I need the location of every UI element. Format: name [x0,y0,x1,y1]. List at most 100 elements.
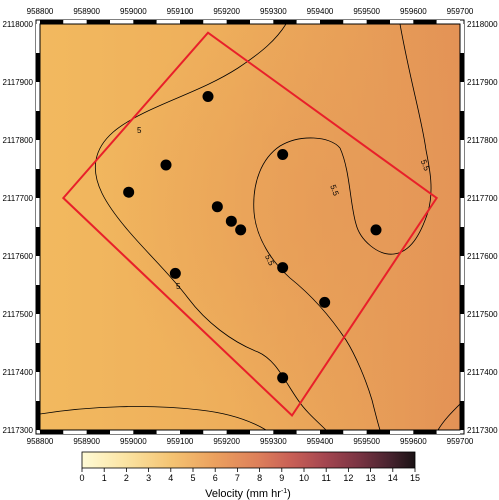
frame-segment-top [366,20,390,24]
frame-segment-left [36,82,40,111]
frame-segment-top [180,20,204,24]
y-tick-label-right: 2117800 [467,136,498,145]
frame-segment-right [460,53,464,82]
measurement-point-1 [202,91,214,102]
y-tick-label-left: 2117900 [2,78,33,87]
x-tick-label-bottom: 959700 [447,437,474,446]
frame-segment-top [343,20,367,24]
y-tick-label-left: 2117800 [2,136,33,145]
x-tick-label-bottom: 958900 [73,437,100,446]
colorbar-tick-label: 4 [168,473,173,483]
x-tick-label-bottom: 959100 [167,437,194,446]
measurement-point-5 [211,201,223,213]
contour-label-5-upper: 5 [137,126,142,135]
measurement-point-3 [123,186,135,198]
frame-segment-right [460,401,464,430]
colorbar-tick-label: 14 [388,473,398,483]
y-axis-right: 2117300 2117400 2117500 2117600 2117700 21178… [467,20,498,435]
frame-segment-left [36,198,40,227]
colorbar-tick-label: 10 [299,473,309,483]
velocity-field-shading [40,24,460,430]
x-tick-label-top: 959600 [400,7,427,16]
x-tick-label-top: 958900 [73,7,100,16]
x-tick-label-bottom: 959400 [307,437,334,446]
y-tick-label-left: 2117500 [2,310,33,319]
frame-segment-top [273,20,297,24]
frame-segment-left [36,401,40,430]
frame-segment-left [36,169,40,198]
measurement-point-2 [160,159,172,171]
frame-segment-right [460,314,464,343]
frame-segment-top [320,20,344,24]
y-tick-label-left: 2117700 [2,194,33,203]
colorbar-tick-label: 0 [79,473,84,483]
frame-segment-top [40,20,64,24]
frame-segment-top [203,20,227,24]
colorbar-tick-label: 6 [213,473,218,483]
colorbar-tick-label: 7 [235,473,240,483]
x-tick-label-bottom: 959200 [213,437,240,446]
x-tick-label-bottom: 959600 [400,437,427,446]
frame-segment-left [36,372,40,401]
frame-segment-bottom [273,430,297,434]
frame-segment-left [36,140,40,169]
measurement-point-10 [277,262,289,274]
measurement-point-8 [370,224,382,236]
frame-segment-top [250,20,274,24]
x-axis-top: 958800 958900 959000 959100 959200 959300 9594… [27,7,474,16]
colorbar-tick-label: 8 [257,473,262,483]
frame-segment-bottom [250,430,274,434]
y-tick-label-right: 2117900 [467,78,498,87]
y-axis-left: 2117300 2117400 2117500 2117600 2117700 21178… [2,20,33,435]
frame-segment-left [36,24,40,53]
y-tick-label-right: 2118000 [467,20,498,29]
frame-segment-bottom [86,430,110,434]
frame-segment-right [460,256,464,285]
measurement-point-12 [277,372,289,384]
frame-segment-left [36,343,40,372]
y-tick-label-right: 2117600 [467,252,498,261]
plot-area: 5 5 5.5 5.5 5.5 [40,24,460,430]
x-tick-label-top: 959500 [353,7,380,16]
y-tick-label-left: 2117300 [2,426,33,435]
frame-segment-bottom [63,430,87,434]
colorbar: 0 1 2 3 4 5 6 7 8 9 10 11 12 13 14 15 Velocity (mm hr-1… [79,451,420,500]
frame-segment-bottom [203,430,227,434]
y-tick-label-right: 2117400 [467,368,498,377]
colorbar-tick-label: 12 [343,473,353,483]
x-tick-label-top: 959400 [307,7,334,16]
x-tick-label-top: 959700 [447,7,474,16]
frame-segment-left [36,314,40,343]
colorbar-tick-label: 9 [279,473,284,483]
measurement-point-7 [235,224,247,236]
contour-label-5.5-left: 5.5 [263,253,276,267]
frame-segment-left [36,227,40,256]
frame-segment-right [460,227,464,256]
frame-segment-right [460,343,464,372]
frame-segment-top [86,20,110,24]
contour-label-5.5-mid: 5.5 [328,183,340,197]
measurement-points [123,91,382,384]
x-tick-label-top: 959300 [260,7,287,16]
frame-segment-right [460,372,464,401]
frame-segment-top [296,20,320,24]
x-tick-label-bottom: 958800 [27,437,54,446]
frame-segment-top [63,20,87,24]
y-tick-label-right: 2117500 [467,310,498,319]
frame-segment-right [460,24,464,53]
frame-segment-left [36,53,40,82]
frame-segment-top [413,20,437,24]
x-tick-label-top: 958800 [27,7,54,16]
frame-segment-right [460,111,464,140]
colorbar-tick-label: 13 [366,473,376,483]
frame-segment-bottom [390,430,414,434]
measurement-point-4 [277,149,289,160]
frame-segment-bottom [343,430,367,434]
colorbar-gradient [81,451,416,469]
frame-segment-left [36,111,40,140]
colorbar-tick-label: 2 [124,473,129,483]
x-tick-label-top: 959200 [213,7,240,16]
y-tick-label-left: 2118000 [2,20,33,29]
x-tick-label-top: 959100 [167,7,194,16]
frame-segment-bottom [320,430,344,434]
